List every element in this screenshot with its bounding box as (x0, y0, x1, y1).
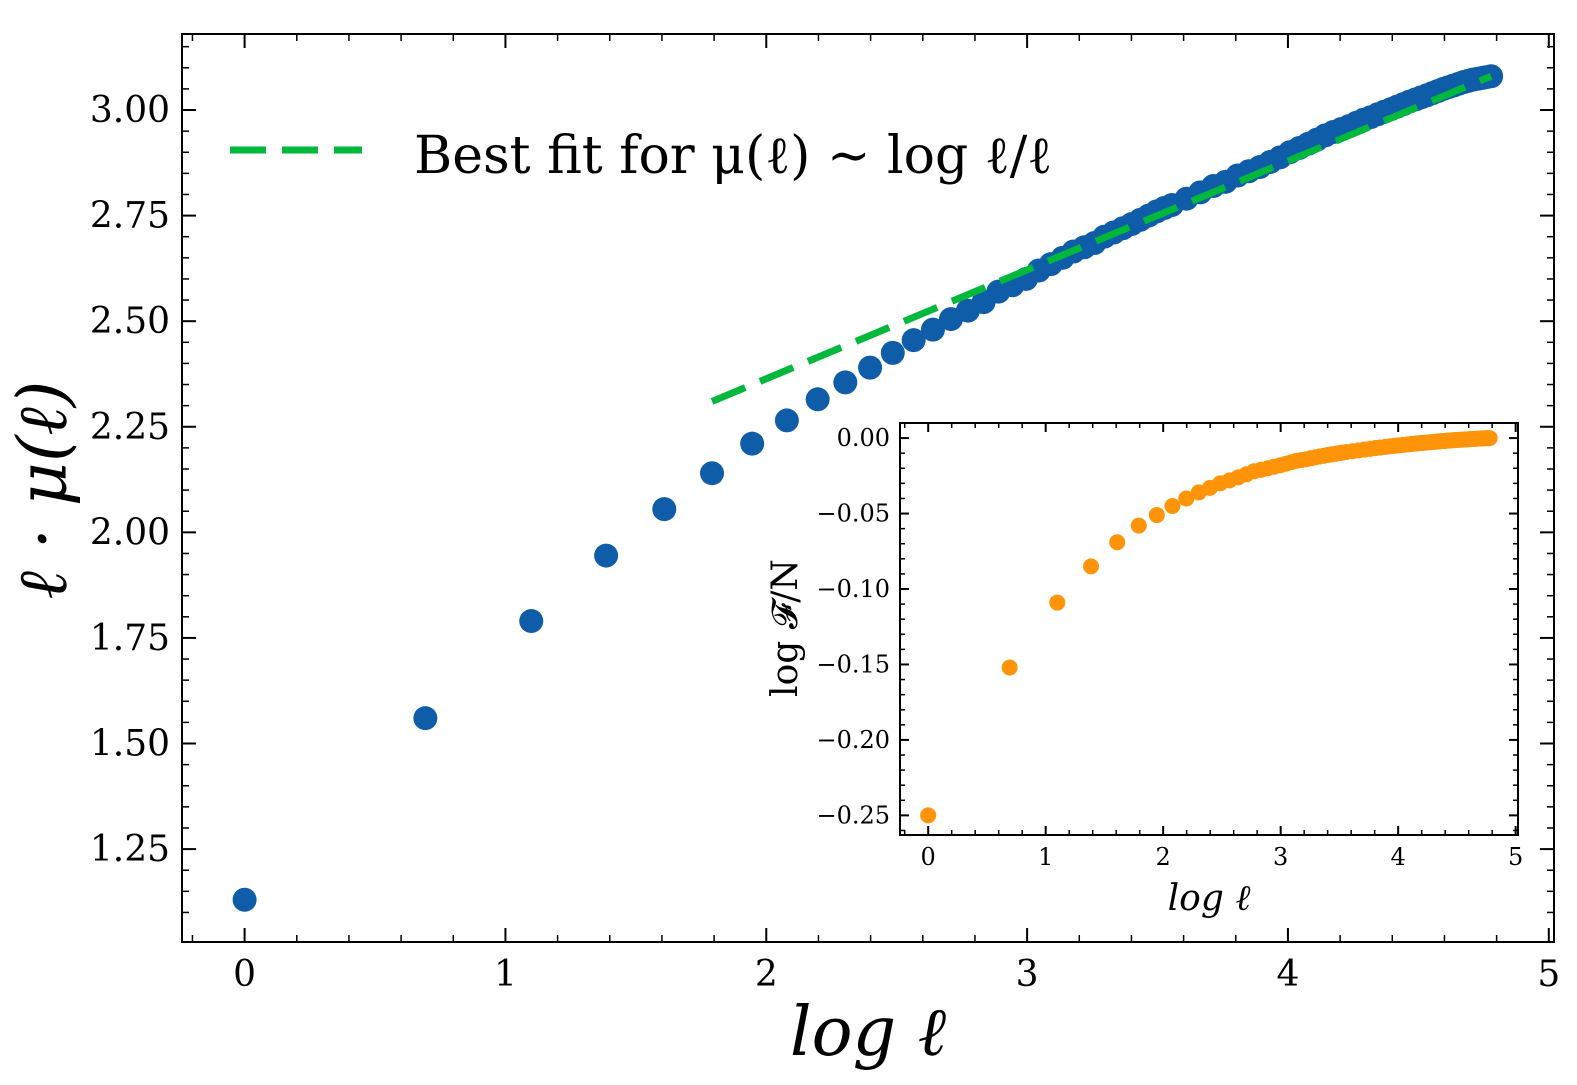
main-y-axis-title: ℓ · μ(ℓ) (4, 381, 83, 600)
inset-data-point (1164, 498, 1180, 514)
main-x-tick-label: 5 (1537, 954, 1560, 995)
inset-data-point (920, 807, 936, 823)
main-x-tick-label: 2 (755, 954, 778, 995)
inset-data-point (1149, 507, 1165, 523)
main-x-tick-label: 4 (1276, 954, 1299, 995)
main-data-point (775, 408, 799, 432)
main-y-tick-label: 2.75 (90, 196, 170, 237)
main-data-point (858, 356, 882, 380)
inset-x-tick-label: 5 (1508, 843, 1523, 871)
inset-x-tick-label: 4 (1391, 843, 1406, 871)
main-data-point (652, 497, 676, 521)
main-data-point (740, 432, 764, 456)
inset-y-tick-label: −0.05 (816, 500, 890, 528)
inset-y-axis-title: log 𝓕/N (765, 559, 806, 697)
inset-y-tick-label: 0.00 (837, 424, 890, 452)
inset-data-point (1482, 430, 1498, 446)
legend-label: Best fit for μ(ℓ) ∼ log ℓ/ℓ (414, 126, 1052, 186)
inset-y-tick-label: −0.10 (816, 575, 890, 603)
main-x-tick-label: 0 (233, 954, 256, 995)
main-data-point (594, 544, 618, 568)
inset-x-axis-title: log ℓ (1168, 878, 1251, 919)
main-data-point (233, 888, 257, 912)
inset-x-tick-label: 0 (921, 843, 936, 871)
main-data-point (881, 341, 905, 365)
inset-data-point (1049, 595, 1065, 611)
main-x-tick-label: 3 (1016, 954, 1039, 995)
main-y-tick-label: 2.50 (90, 301, 170, 342)
inset-data-point (1002, 659, 1018, 675)
inset-x-tick-label: 2 (1156, 843, 1171, 871)
main-y-tick-label: 1.75 (90, 618, 170, 659)
main-y-tick-label: 2.25 (90, 407, 170, 448)
inset-y-tick-label: −0.15 (816, 650, 890, 678)
inset-y-tick-label: −0.20 (816, 726, 890, 754)
main-x-axis-title: log ℓ (790, 993, 946, 1072)
main-data-point (413, 706, 437, 730)
inset-data-point (1083, 558, 1099, 574)
figure: 012345 1.251.501.752.002.252.502.753.00 … (0, 0, 1577, 1085)
main-y-tick-label: 1.25 (90, 829, 170, 870)
inset-x-tick-label: 3 (1273, 843, 1288, 871)
main-x-tick-label: 1 (494, 954, 517, 995)
main-y-tick-label: 1.50 (90, 724, 170, 765)
main-data-point (700, 461, 724, 485)
inset-data-point (1131, 518, 1147, 534)
main-data-point (806, 387, 830, 411)
main-y-tick-label: 2.00 (90, 512, 170, 553)
inset-data-point (1109, 534, 1125, 550)
inset-x-tick-label: 1 (1038, 843, 1053, 871)
inset-y-tick-label: −0.25 (816, 801, 890, 829)
main-y-tick-label: 3.00 (90, 90, 170, 131)
main-data-point (519, 609, 543, 633)
main-data-point (833, 370, 857, 394)
